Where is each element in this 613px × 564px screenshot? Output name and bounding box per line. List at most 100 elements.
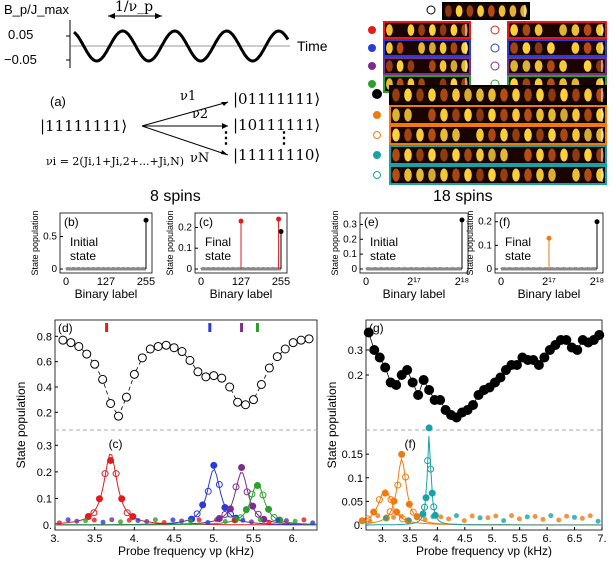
initial-point [424, 385, 435, 395]
ytick-label: 0.4 [37, 382, 52, 394]
ion-spot [392, 168, 400, 182]
background-point [540, 516, 546, 522]
ion-spot [512, 88, 520, 102]
ion-strip [389, 85, 607, 105]
panel-text: state [70, 249, 96, 263]
initial-point [495, 372, 506, 383]
xtick-label: 3. [378, 533, 387, 545]
initial-point [114, 411, 124, 421]
initial-point [169, 343, 179, 353]
ion-strip-frame [383, 39, 471, 57]
ion-spot [404, 88, 412, 102]
nu-2: ν2 [192, 107, 208, 122]
final-point [84, 512, 92, 520]
ion-spot [461, 60, 468, 72]
ion-spot [396, 42, 404, 54]
xtick-label: 5. [488, 533, 497, 545]
initial-point [288, 338, 298, 348]
ion-spot [596, 168, 604, 182]
lorentzian-fit [366, 435, 602, 526]
panel-frame [494, 212, 604, 274]
xlabel: Binary label [210, 287, 273, 301]
ytick-label: 0.2 [478, 217, 492, 228]
ion-spot [524, 128, 532, 142]
xtick-label: 2¹⁷ [407, 276, 421, 288]
panel-frame [194, 212, 288, 274]
ion-spot [512, 128, 520, 142]
vdots-right: ⋮ [276, 130, 292, 147]
xtick-label: 7. [597, 533, 606, 545]
initial-point [209, 371, 219, 381]
xtick-label: 0 [498, 276, 504, 288]
ion-spot [416, 168, 424, 182]
heading-8-spins: 8 spins [150, 188, 201, 205]
background-point [283, 518, 289, 524]
ion-spot [440, 168, 448, 182]
ion-spot [559, 60, 567, 72]
ion-spot [488, 168, 496, 182]
background-point [579, 515, 585, 521]
xtick-label: 4.5 [457, 533, 472, 545]
initial-point [153, 341, 163, 351]
ion-spot [536, 168, 544, 182]
ion-spot [476, 108, 484, 122]
ion-spot [452, 148, 460, 162]
initial-point [256, 379, 266, 389]
ion-strip [442, 2, 530, 20]
ylabel: State population [325, 382, 339, 469]
background-point [292, 518, 298, 524]
ion-spot [596, 88, 604, 102]
open-circle-icon [426, 5, 436, 15]
initial-point [374, 352, 385, 363]
initial-point [106, 398, 116, 408]
background-point [438, 514, 444, 520]
background-point [398, 513, 404, 519]
ion-spot [522, 24, 531, 36]
background-point [485, 515, 491, 521]
panel-frame [54, 319, 318, 531]
ion-spot [547, 42, 555, 54]
ion-spot [407, 24, 415, 36]
ytick-label: 0.15 [342, 449, 363, 461]
ytick-label: 0.2 [37, 407, 52, 419]
ytick-label: 0.2 [37, 467, 52, 479]
ytick-label: 0. [354, 520, 363, 532]
ion-spot [596, 128, 604, 142]
final-point [270, 513, 278, 521]
lorentzian-fit [55, 468, 317, 526]
ion-spot [416, 148, 424, 162]
background-point [414, 513, 420, 519]
background-point [509, 513, 515, 519]
ion-spot [392, 128, 400, 142]
background-point [275, 517, 281, 523]
initial-point [296, 335, 306, 345]
panel-text: Final [505, 235, 531, 249]
ion-spot [583, 42, 592, 54]
open-square-icon [490, 43, 500, 53]
population-marker [143, 217, 149, 223]
ion-spot [584, 108, 592, 122]
target-ket-2: |10111111⟩ [233, 116, 320, 134]
xtick-label: 4. [433, 533, 442, 545]
final-point [393, 508, 401, 516]
xtick-label: 4. [130, 533, 139, 545]
ion-spot [500, 88, 508, 102]
background-point [595, 518, 601, 524]
population-marker [238, 218, 244, 224]
ion-spot [584, 88, 592, 102]
background-point [367, 518, 373, 524]
ion-spot [392, 108, 400, 122]
ion-spot [428, 128, 436, 142]
final-point [193, 510, 201, 518]
ion-spot [520, 5, 527, 17]
ion-spot [466, 5, 474, 17]
ion-spot [452, 88, 460, 102]
panel-d: (d) 3. 3.5 4. 4.5 5. 5.5 6. 0.2 0.4 0.6 0.8 0. 0.1 0.2… [14, 319, 318, 558]
sine-wave [73, 29, 290, 63]
resonance-marker [105, 323, 109, 332]
nu-1: ν1 [180, 89, 196, 104]
initial-point [233, 397, 243, 407]
ion-spot [560, 148, 568, 162]
